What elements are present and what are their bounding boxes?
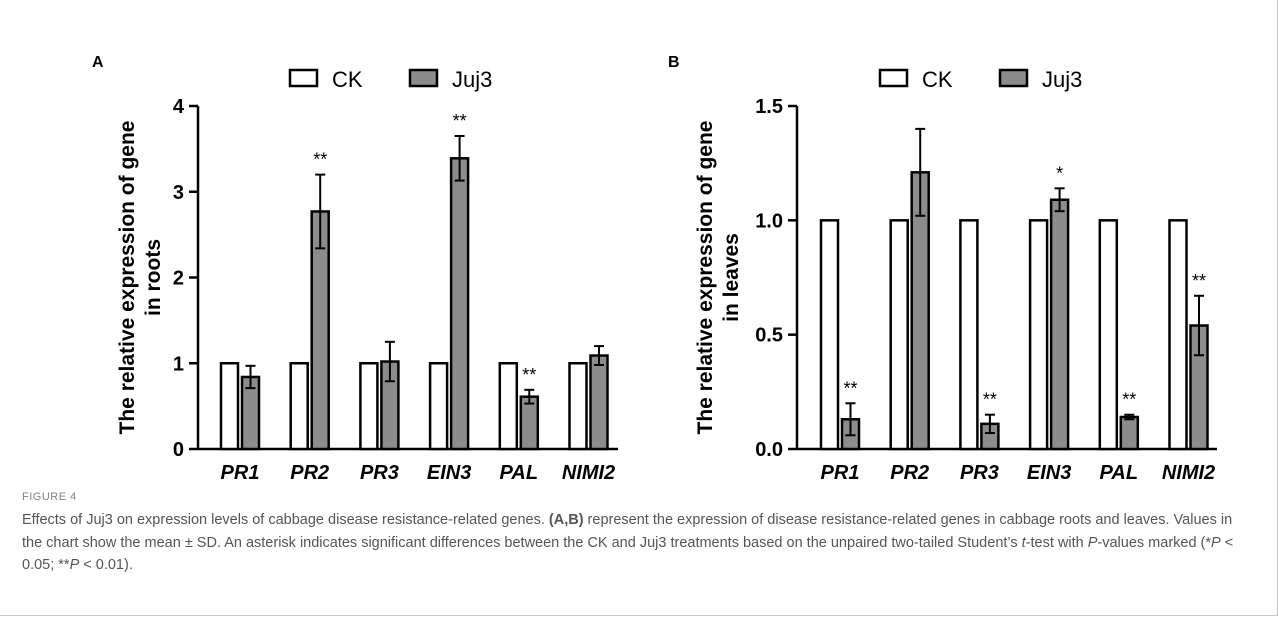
caption-part: Effects of Juj3 on expression levels of … <box>22 512 549 528</box>
caption-part: -values marked (* <box>1097 534 1212 551</box>
caption-italic-t: t <box>1021 534 1026 551</box>
x-tick-label: PAL <box>500 462 539 480</box>
legend-label-juj3: Juj3 <box>1042 67 1082 92</box>
x-tick-label: PAL <box>1100 462 1139 480</box>
bar-juj3 <box>589 354 609 451</box>
bar-ck <box>568 362 588 451</box>
bar-ck <box>289 362 309 451</box>
y-tick-label: 4 <box>173 96 185 118</box>
bar-ck <box>1028 219 1049 451</box>
legend-label-ck: CK <box>922 67 953 92</box>
bar-ck <box>498 362 519 451</box>
bar-ck <box>889 219 909 451</box>
significance-mark: ** <box>843 378 857 398</box>
y-tick-label: 0.0 <box>755 439 783 461</box>
caption-part: < 0.01). <box>79 557 133 573</box>
bar-ck <box>1168 219 1188 451</box>
caption-part: -test with <box>1025 534 1088 551</box>
x-tick-label: PR3 <box>360 462 399 480</box>
y-tick-label: 3 <box>173 182 184 204</box>
y-tick-label: 1.0 <box>755 210 783 232</box>
bar-juj3 <box>449 157 470 451</box>
caption-part: < 0.05; ** <box>22 534 1234 574</box>
legend-swatch-juj3 <box>998 68 1029 88</box>
legend-swatch-juj3 <box>408 68 439 88</box>
bar-ck <box>1098 219 1119 451</box>
legend-label-ck: CK <box>332 67 363 92</box>
y-axis-label: The relative expression of gene <box>694 121 717 435</box>
figure-caption: Effects of Juj3 on expression levels of … <box>22 509 1247 577</box>
significance-mark: ** <box>453 111 467 131</box>
x-tick-label: PR1 <box>821 462 860 480</box>
panel-letter: A <box>92 54 104 71</box>
significance-mark: ** <box>983 390 997 410</box>
panel-letter: B <box>668 54 680 71</box>
significance-mark: ** <box>313 150 327 170</box>
bar-ck <box>819 219 840 451</box>
caption-italic-p: P <box>1211 534 1221 551</box>
bar-juj3 <box>1119 415 1140 451</box>
x-tick-label: EIN3 <box>427 462 471 480</box>
significance-mark: ** <box>1122 390 1136 410</box>
caption-panels-ref: (A,B) <box>548 512 584 528</box>
bar-juj3 <box>1049 198 1070 451</box>
caption-italic-p: P <box>69 557 80 573</box>
y-tick-label: 0.5 <box>755 325 783 347</box>
bar-ck <box>428 362 449 451</box>
y-axis-label: The relative expression of gene <box>116 121 139 435</box>
x-tick-label: PR3 <box>960 462 999 480</box>
y-axis-label: in leaves <box>720 233 743 322</box>
legend-swatch-ck <box>878 68 909 88</box>
significance-mark: ** <box>1192 271 1206 291</box>
y-axis-label: in roots <box>142 239 165 316</box>
legend-label-juj3: Juj3 <box>452 67 492 92</box>
y-tick-label: 2 <box>173 268 184 290</box>
legend-swatch-ck <box>288 68 319 88</box>
x-tick-label: EIN3 <box>1027 462 1071 480</box>
bar-ck <box>219 362 240 451</box>
caption-part: represent the expression of disease resi… <box>22 512 1233 551</box>
x-tick-label: PR2 <box>890 462 929 480</box>
y-tick-label: 0 <box>173 439 184 461</box>
y-tick-label: 1 <box>173 353 184 375</box>
bar-ck <box>959 219 979 451</box>
y-tick-label: 1.5 <box>755 96 783 118</box>
bar-ck <box>359 362 379 451</box>
x-tick-label: NIMI2 <box>1162 462 1215 480</box>
x-tick-label: PR2 <box>290 462 329 480</box>
significance-mark: ** <box>522 365 536 385</box>
figure-label: FIGURE 4 <box>22 491 77 503</box>
x-tick-label: NIMI2 <box>562 462 615 480</box>
caption-italic-p: P <box>1087 534 1098 551</box>
x-tick-label: PR1 <box>221 462 260 480</box>
significance-mark: * <box>1056 163 1063 183</box>
